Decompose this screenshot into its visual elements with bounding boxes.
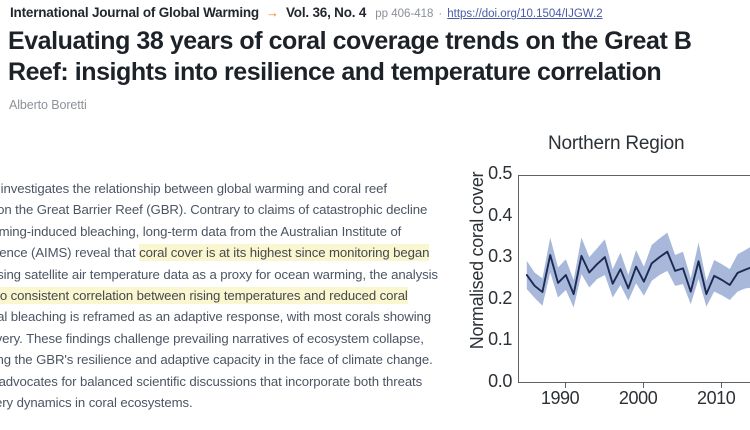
abstract-segment-3: . Coral bleaching is reframed as an adap…	[0, 309, 433, 411]
breadcrumb-journal-link[interactable]: International Journal of Global Warming	[10, 5, 259, 20]
coral-cover-line	[525, 250, 750, 296]
chart-svg	[525, 232, 750, 308]
author-list[interactable]: Alberto Boretti	[9, 98, 87, 112]
x-tick-label: 2000	[618, 388, 658, 408]
chart-title: Northern Region	[548, 133, 685, 154]
y-tick-label: 0.5	[488, 163, 512, 183]
page-title-line-2: Reef: insights into resilience and tempe…	[8, 58, 662, 86]
x-tick-label: 1990	[540, 388, 580, 408]
breadcrumb-volume-link[interactable]: Vol. 36, No. 4	[285, 5, 367, 20]
y-tick-label: 0.1	[488, 329, 512, 350]
abstract-segment-1: This study investigates the relationship…	[0, 181, 428, 261]
page-title-line-1: Evaluating 38 years of coral coverage tr…	[8, 27, 692, 55]
chevron-right-icon: →	[265, 5, 279, 20]
doi-link[interactable]: https://doi.org/10.1504/IJGW.2	[447, 8, 603, 20]
abstract-text: This study investigates the relationship…	[0, 178, 438, 413]
x-tick-mark	[720, 383, 723, 388]
x-tick-mark	[564, 383, 567, 388]
coral-cover-chart: Northern Region Normalised coral cover 0…	[440, 128, 750, 430]
breadcrumb-separator: ·	[438, 8, 443, 20]
abstract-segment-2: . Using satellite air temperature data a…	[0, 266, 438, 282]
y-tick-label: 0.4	[488, 204, 512, 225]
x-tick-label: 2010	[696, 388, 736, 408]
y-tick-label: 0.3	[488, 246, 512, 267]
y-tick-label: 0.0	[488, 371, 512, 391]
breadcrumb-page-range: pp 406-418	[375, 8, 434, 20]
chart-plot-area	[518, 175, 750, 383]
breadcrumb: International Journal of Global Warming …	[10, 3, 603, 24]
chart-y-axis-label: Normalised coral cover	[467, 171, 487, 350]
x-tick-mark	[642, 383, 645, 388]
y-tick-label: 0.2	[488, 287, 512, 308]
